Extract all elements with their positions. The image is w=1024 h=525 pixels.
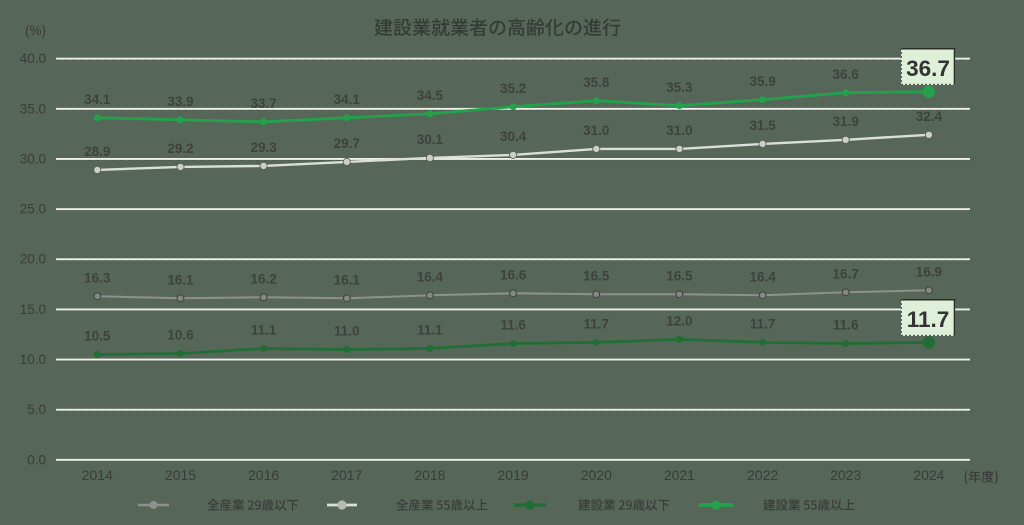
- svg-text:35.0: 35.0: [20, 101, 46, 116]
- svg-text:36.6: 36.6: [833, 67, 860, 82]
- svg-text:11.6: 11.6: [500, 318, 526, 333]
- svg-text:33.7: 33.7: [250, 96, 276, 111]
- svg-text:16.5: 16.5: [666, 269, 693, 284]
- svg-text:34.1: 34.1: [84, 92, 111, 107]
- svg-text:10.5: 10.5: [84, 329, 111, 344]
- svg-text:29.7: 29.7: [334, 136, 360, 151]
- svg-text:2021: 2021: [664, 467, 695, 483]
- svg-text:34.5: 34.5: [417, 88, 444, 103]
- svg-text:28.9: 28.9: [84, 144, 110, 159]
- svg-text:11.1: 11.1: [417, 323, 443, 338]
- svg-text:16.6: 16.6: [500, 268, 527, 283]
- svg-text:33.9: 33.9: [167, 94, 193, 109]
- svg-text:2014: 2014: [82, 467, 113, 483]
- svg-text:(%): (%): [25, 23, 46, 38]
- svg-text:35.3: 35.3: [666, 80, 693, 95]
- svg-text:11.7: 11.7: [907, 307, 950, 332]
- svg-text:35.9: 35.9: [749, 74, 775, 89]
- svg-text:2017: 2017: [331, 467, 362, 483]
- svg-text:36.7: 36.7: [906, 56, 950, 81]
- svg-text:16.1: 16.1: [334, 273, 361, 288]
- svg-text:2020: 2020: [581, 467, 612, 483]
- svg-text:11.6: 11.6: [833, 318, 859, 333]
- svg-text:30.0: 30.0: [20, 151, 46, 166]
- svg-text:16.3: 16.3: [84, 271, 111, 286]
- svg-text:31.9: 31.9: [833, 114, 859, 129]
- svg-text:16.7: 16.7: [833, 267, 859, 282]
- svg-text:2023: 2023: [830, 467, 861, 483]
- svg-text:2022: 2022: [747, 467, 778, 483]
- svg-text:29.3: 29.3: [250, 140, 277, 155]
- svg-text:34.1: 34.1: [334, 92, 361, 107]
- svg-text:30.4: 30.4: [500, 129, 527, 144]
- svg-text:16.4: 16.4: [749, 270, 776, 285]
- svg-text:16.9: 16.9: [916, 265, 942, 280]
- svg-text:20.0: 20.0: [20, 252, 46, 267]
- svg-text:11.1: 11.1: [251, 323, 277, 338]
- svg-text:12.0: 12.0: [666, 314, 692, 329]
- svg-text:2019: 2019: [498, 467, 529, 483]
- svg-text:10.6: 10.6: [167, 328, 194, 343]
- svg-text:2015: 2015: [165, 467, 196, 483]
- svg-text:15.0: 15.0: [20, 302, 46, 317]
- svg-text:35.2: 35.2: [500, 81, 526, 96]
- svg-text:5.0: 5.0: [27, 402, 46, 417]
- svg-text:31.5: 31.5: [749, 118, 776, 133]
- svg-text:16.5: 16.5: [583, 269, 610, 284]
- svg-text:11.7: 11.7: [584, 317, 610, 332]
- svg-text:2024: 2024: [913, 467, 944, 483]
- svg-text:32.4: 32.4: [916, 109, 943, 124]
- svg-text:30.1: 30.1: [417, 132, 444, 147]
- svg-text:10.0: 10.0: [20, 352, 46, 367]
- svg-text:16.2: 16.2: [250, 272, 276, 287]
- svg-text:2016: 2016: [248, 467, 279, 483]
- svg-text:40.0: 40.0: [20, 51, 46, 66]
- svg-text:0.0: 0.0: [27, 452, 46, 467]
- svg-text:11.7: 11.7: [750, 317, 776, 332]
- svg-text:11.0: 11.0: [334, 324, 360, 339]
- svg-text:16.4: 16.4: [417, 270, 444, 285]
- svg-text:25.0: 25.0: [20, 202, 46, 217]
- svg-text:35.8: 35.8: [583, 75, 610, 90]
- svg-text:29.2: 29.2: [167, 141, 193, 156]
- svg-text:31.0: 31.0: [583, 123, 609, 138]
- svg-text:2018: 2018: [414, 467, 445, 483]
- svg-text:31.0: 31.0: [666, 123, 692, 138]
- svg-text:16.1: 16.1: [167, 273, 194, 288]
